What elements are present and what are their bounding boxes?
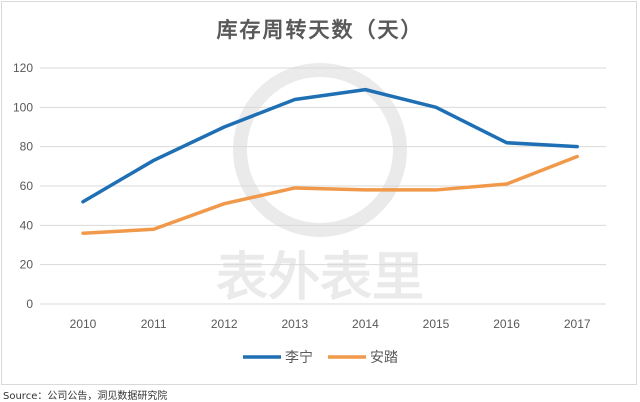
series: [81, 87, 579, 235]
x-axis: 2010 2011 2012 2013 2014 2015 2016 2017: [70, 317, 591, 331]
chart-title: 库存周转天数（天）: [216, 18, 424, 42]
svg-text:表外表里: 表外表里: [216, 248, 424, 308]
gridlines: [40, 67, 606, 305]
x-tick-label: 2010: [70, 317, 97, 331]
source-note: Source：公司公告，洞见数据研究院: [3, 391, 168, 402]
x-tick-label: 2016: [493, 317, 520, 331]
y-tick-label: 20: [20, 258, 34, 272]
x-tick-label: 2015: [423, 317, 450, 331]
y-tick-label: 40: [20, 218, 34, 232]
legend: 李宁 安踏: [243, 349, 398, 366]
y-tick-label: 60: [20, 179, 34, 193]
y-tick-label: 0: [26, 297, 33, 311]
series-line-1: [81, 87, 579, 204]
y-tick-label: 80: [20, 140, 34, 154]
x-tick-label: 2012: [211, 317, 238, 331]
y-tick-label: 100: [13, 100, 33, 114]
series-line-2: [81, 154, 579, 235]
x-tick-label: 2017: [564, 317, 591, 331]
watermark-logo: 表外表里: [216, 63, 424, 308]
x-tick-label: 2014: [352, 317, 379, 331]
chart-frame: [1, 1, 637, 385]
legend-label: 安踏: [370, 350, 398, 366]
y-tick-label: 120: [13, 61, 33, 75]
x-tick-label: 2013: [281, 317, 308, 331]
y-axis: 0 20 40 60 80 100 120: [13, 61, 33, 311]
legend-label: 李宁: [285, 349, 313, 366]
x-tick-label: 2011: [141, 317, 167, 331]
